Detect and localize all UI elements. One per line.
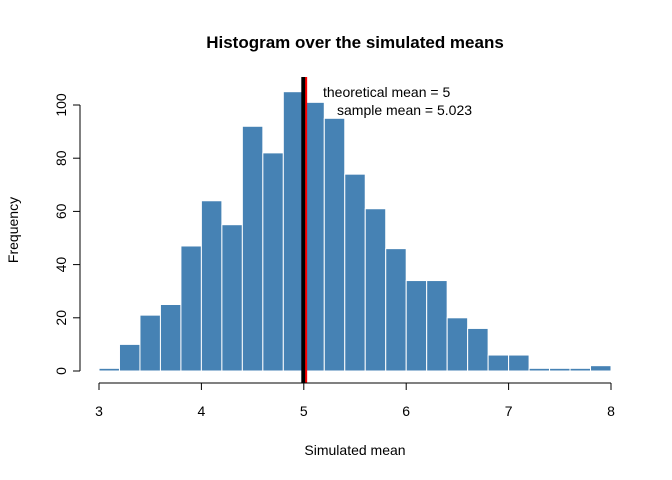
histogram-bar-0 (98, 367, 120, 372)
histogram-bar-19 (487, 354, 510, 372)
x-tick-label: 8 (607, 403, 615, 419)
histogram-bar-22 (549, 367, 571, 372)
histogram-bar-2 (139, 314, 161, 372)
y-tick-label: 100 (53, 93, 69, 117)
x-axis-label: Simulated mean (304, 442, 405, 458)
histogram-bar-1 (118, 343, 141, 372)
x-tick-label: 6 (402, 403, 410, 419)
y-tick-label: 80 (53, 150, 69, 166)
y-tick-label: 60 (53, 203, 69, 219)
histogram-bar-18 (467, 327, 489, 372)
histogram-bar-4 (180, 245, 202, 372)
x-tick-label: 5 (300, 403, 308, 419)
histogram-bar-17 (446, 317, 469, 372)
chart-title: Histogram over the simulated means (206, 33, 504, 52)
x-tick-label: 7 (505, 403, 513, 419)
x-axis: 3 4 5 6 7 8 (95, 382, 615, 419)
histogram-bar-5 (200, 200, 223, 372)
histogram-bar-20 (508, 354, 530, 372)
histogram-bar-23 (569, 367, 592, 372)
histogram-bar-3 (159, 304, 182, 372)
sample-mean-label: sample mean = 5.023 (337, 102, 472, 118)
y-tick-label: 40 (53, 257, 69, 273)
histogram-bar-16 (426, 280, 448, 372)
y-axis: 0 20 40 60 80 100 (53, 93, 81, 375)
histogram-bar-9 (282, 91, 305, 372)
histogram-bar-7 (241, 125, 264, 372)
histogram-bar-21 (528, 367, 551, 372)
theoretical-mean-label: theoretical mean = 5 (323, 84, 450, 100)
mean-lines-group (301, 77, 308, 383)
y-tick-label: 0 (53, 367, 69, 375)
x-tick-label: 3 (95, 403, 103, 419)
histogram-bar-12 (344, 173, 366, 372)
y-axis-label: Frequency (5, 197, 21, 263)
bars-group (98, 91, 612, 372)
histogram-bar-13 (364, 208, 387, 372)
histogram-bar-6 (221, 224, 243, 372)
histogram-bar-8 (262, 152, 284, 372)
histogram-bar-11 (323, 117, 346, 372)
y-tick-label: 20 (53, 310, 69, 326)
histogram-bar-24 (590, 365, 612, 372)
histogram-bar-15 (405, 280, 428, 372)
x-tick-label: 4 (198, 403, 206, 419)
histogram-bar-14 (385, 248, 407, 372)
